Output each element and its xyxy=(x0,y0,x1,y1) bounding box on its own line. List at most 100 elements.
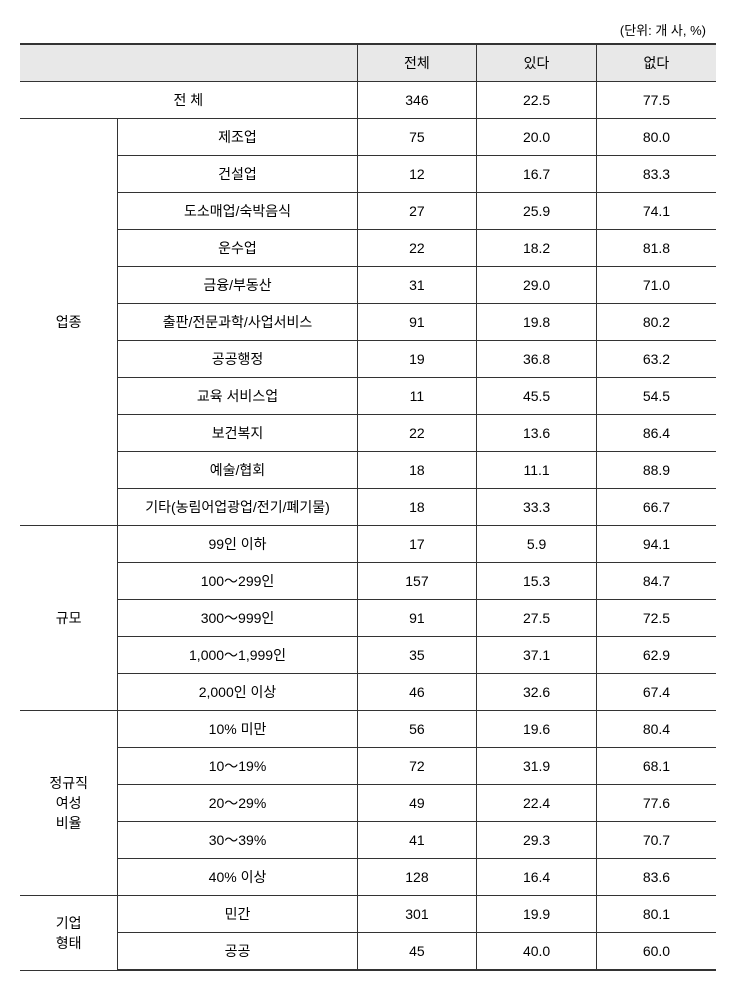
row-label: 건설업 xyxy=(118,156,357,193)
cell-total: 18 xyxy=(357,452,477,489)
data-table: 전체 있다 없다 전 체 346 22.5 77.5 업종제조업7520.080… xyxy=(20,43,716,971)
table-row: 40% 이상12816.483.6 xyxy=(20,859,716,896)
cell-yes: 15.3 xyxy=(477,563,597,600)
cell-total: 11 xyxy=(357,378,477,415)
row-label: 공공행정 xyxy=(118,341,357,378)
table-row: 10～19%7231.968.1 xyxy=(20,748,716,785)
group-label: 규모 xyxy=(20,526,118,711)
total-yes: 22.5 xyxy=(477,82,597,119)
cell-no: 74.1 xyxy=(596,193,716,230)
cell-total: 17 xyxy=(357,526,477,563)
cell-no: 63.2 xyxy=(596,341,716,378)
group-label: 업종 xyxy=(20,119,118,526)
table-body: 전 체 346 22.5 77.5 업종제조업7520.080.0건설업1216… xyxy=(20,82,716,971)
row-label: 출판/전문과학/사업서비스 xyxy=(118,304,357,341)
cell-total: 91 xyxy=(357,600,477,637)
cell-no: 80.4 xyxy=(596,711,716,748)
row-label: 제조업 xyxy=(118,119,357,156)
table-row: 300～999인9127.572.5 xyxy=(20,600,716,637)
cell-yes: 20.0 xyxy=(477,119,597,156)
cell-total: 35 xyxy=(357,637,477,674)
cell-no: 62.9 xyxy=(596,637,716,674)
row-label: 10～19% xyxy=(118,748,357,785)
table-row: 건설업1216.783.3 xyxy=(20,156,716,193)
header-total: 전체 xyxy=(357,44,477,82)
cell-no: 81.8 xyxy=(596,230,716,267)
cell-no: 60.0 xyxy=(596,933,716,971)
table-row: 도소매업/숙박음식2725.974.1 xyxy=(20,193,716,230)
row-label: 40% 이상 xyxy=(118,859,357,896)
cell-yes: 25.9 xyxy=(477,193,597,230)
table-row: 2,000인 이상4632.667.4 xyxy=(20,674,716,711)
cell-yes: 40.0 xyxy=(477,933,597,971)
cell-no: 84.7 xyxy=(596,563,716,600)
cell-total: 46 xyxy=(357,674,477,711)
group-label: 정규직여성비율 xyxy=(20,711,118,896)
total-row: 전 체 346 22.5 77.5 xyxy=(20,82,716,119)
cell-total: 27 xyxy=(357,193,477,230)
row-label: 보건복지 xyxy=(118,415,357,452)
cell-total: 22 xyxy=(357,415,477,452)
total-label: 전 체 xyxy=(20,82,357,119)
row-label: 예술/협회 xyxy=(118,452,357,489)
cell-no: 66.7 xyxy=(596,489,716,526)
cell-no: 94.1 xyxy=(596,526,716,563)
cell-no: 72.5 xyxy=(596,600,716,637)
total-total: 346 xyxy=(357,82,477,119)
cell-yes: 19.9 xyxy=(477,896,597,933)
cell-yes: 13.6 xyxy=(477,415,597,452)
cell-total: 12 xyxy=(357,156,477,193)
cell-yes: 19.8 xyxy=(477,304,597,341)
table-row: 20～29%4922.477.6 xyxy=(20,785,716,822)
cell-total: 91 xyxy=(357,304,477,341)
row-label: 기타(농림어업광업/전기/폐기물) xyxy=(118,489,357,526)
cell-yes: 36.8 xyxy=(477,341,597,378)
cell-yes: 45.5 xyxy=(477,378,597,415)
row-label: 30～39% xyxy=(118,822,357,859)
cell-total: 75 xyxy=(357,119,477,156)
cell-no: 83.3 xyxy=(596,156,716,193)
cell-total: 19 xyxy=(357,341,477,378)
cell-yes: 27.5 xyxy=(477,600,597,637)
row-label: 금융/부동산 xyxy=(118,267,357,304)
cell-yes: 31.9 xyxy=(477,748,597,785)
table-row: 공공행정1936.863.2 xyxy=(20,341,716,378)
cell-total: 22 xyxy=(357,230,477,267)
cell-no: 67.4 xyxy=(596,674,716,711)
table-row: 1,000～1,999인3537.162.9 xyxy=(20,637,716,674)
cell-no: 68.1 xyxy=(596,748,716,785)
table-row: 30～39%4129.370.7 xyxy=(20,822,716,859)
cell-no: 80.1 xyxy=(596,896,716,933)
cell-no: 80.2 xyxy=(596,304,716,341)
table-row: 운수업2218.281.8 xyxy=(20,230,716,267)
group-label: 기업형태 xyxy=(20,896,118,971)
cell-no: 88.9 xyxy=(596,452,716,489)
cell-yes: 5.9 xyxy=(477,526,597,563)
row-label: 민간 xyxy=(118,896,357,933)
total-no: 77.5 xyxy=(596,82,716,119)
cell-no: 86.4 xyxy=(596,415,716,452)
header-row: 전체 있다 없다 xyxy=(20,44,716,82)
row-label: 교육 서비스업 xyxy=(118,378,357,415)
table-row: 금융/부동산3129.071.0 xyxy=(20,267,716,304)
cell-no: 54.5 xyxy=(596,378,716,415)
cell-yes: 18.2 xyxy=(477,230,597,267)
table-row: 정규직여성비율10% 미만5619.680.4 xyxy=(20,711,716,748)
table-row: 기타(농림어업광업/전기/폐기물)1833.366.7 xyxy=(20,489,716,526)
cell-total: 56 xyxy=(357,711,477,748)
cell-yes: 16.7 xyxy=(477,156,597,193)
row-label: 300～999인 xyxy=(118,600,357,637)
table-row: 교육 서비스업1145.554.5 xyxy=(20,378,716,415)
cell-no: 77.6 xyxy=(596,785,716,822)
cell-no: 71.0 xyxy=(596,267,716,304)
table-row: 규모99인 이하175.994.1 xyxy=(20,526,716,563)
cell-yes: 33.3 xyxy=(477,489,597,526)
table-row: 출판/전문과학/사업서비스9119.880.2 xyxy=(20,304,716,341)
cell-yes: 29.0 xyxy=(477,267,597,304)
cell-no: 70.7 xyxy=(596,822,716,859)
header-blank xyxy=(20,44,357,82)
row-label: 100～299인 xyxy=(118,563,357,600)
table-row: 예술/협회1811.188.9 xyxy=(20,452,716,489)
row-label: 20～29% xyxy=(118,785,357,822)
cell-total: 301 xyxy=(357,896,477,933)
